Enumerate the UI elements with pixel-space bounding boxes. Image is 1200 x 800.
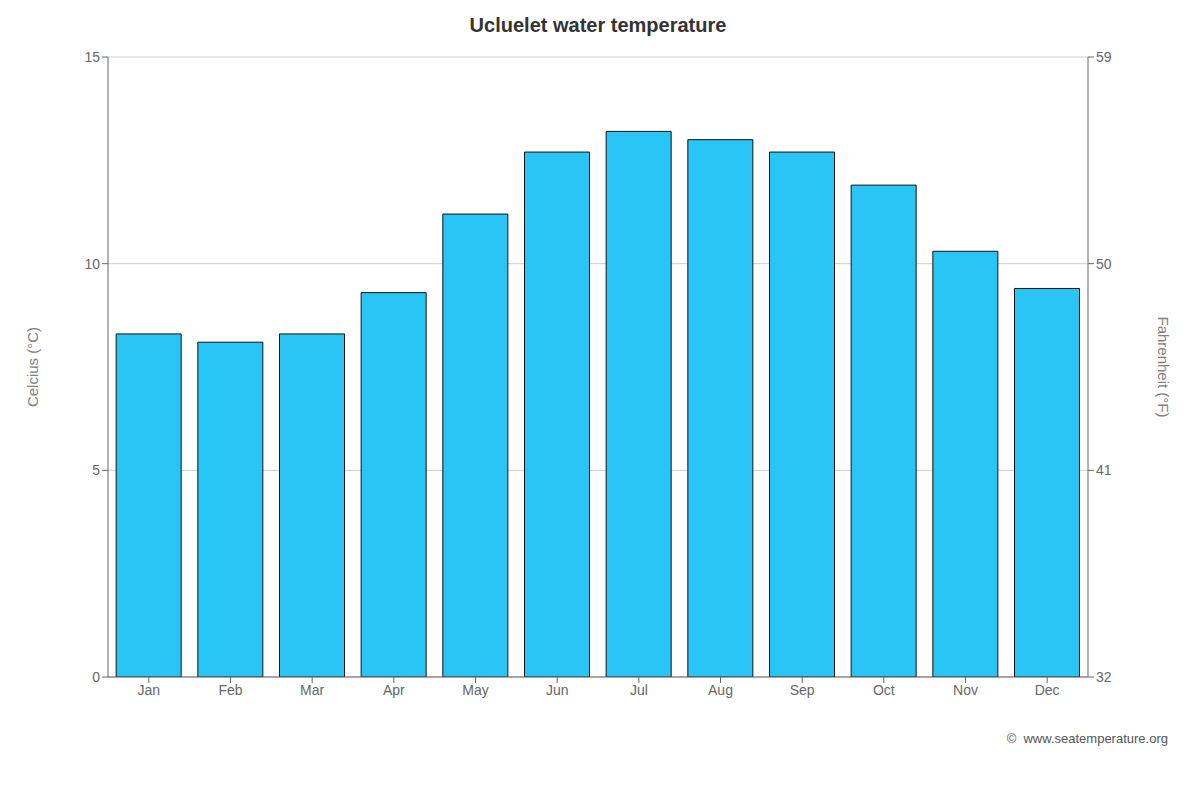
svg-text:0: 0 [92,669,100,685]
svg-text:Apr: Apr [383,682,405,698]
html-text:Ucluelet water temperature: Ucluelet water temperature [469,14,727,36]
svg-text:15: 15 [84,49,100,65]
svg-text:Jul: Jul [630,682,648,698]
svg-text:5: 5 [92,462,100,478]
svg-text:Sep: Sep [790,682,815,698]
svg-text:Nov: Nov [953,682,978,698]
svg-text:May: May [462,682,488,698]
svg-text:32: 32 [1096,669,1112,685]
svg-text:Mar: Mar [300,682,324,698]
svg-text:10: 10 [84,256,100,272]
svg-text:Aug: Aug [708,682,733,698]
svg-text:Dec: Dec [1035,682,1060,698]
svg-text:59: 59 [1096,49,1112,65]
svg-text:Oct: Oct [873,682,895,698]
svg-text:Celcius (°C): Celcius (°C) [24,327,41,407]
svg-text:41: 41 [1096,462,1112,478]
svg-text:Fahrenheit (°F): Fahrenheit (°F) [1155,316,1172,417]
html-text:© www.seatemperature.org: © www.seatemperature.org [1006,731,1168,746]
svg-text:50: 50 [1096,256,1112,272]
svg-text:Jan: Jan [138,682,161,698]
svg-text:Jun: Jun [546,682,569,698]
svg-text:Feb: Feb [218,682,242,698]
